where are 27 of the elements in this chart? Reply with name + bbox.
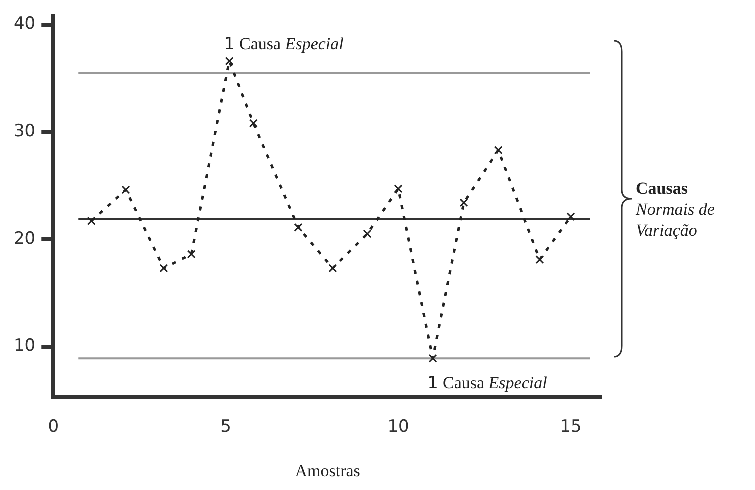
point bbox=[363, 230, 372, 238]
x-tick-label: 0 bbox=[48, 416, 60, 437]
point bbox=[566, 212, 576, 222]
x-tick-label: 15 bbox=[560, 416, 582, 437]
point bbox=[122, 186, 130, 194]
point bbox=[494, 146, 503, 155]
x-tick-label: 10 bbox=[388, 416, 410, 437]
x-axis-title: Amostras bbox=[295, 461, 360, 480]
point bbox=[187, 250, 196, 259]
text: Causas Normais de Variação bbox=[636, 178, 716, 240]
y-tick-label: 20 bbox=[14, 228, 36, 249]
x-tick-label: 5 bbox=[220, 416, 232, 437]
point bbox=[160, 264, 168, 273]
y-tick-label: 10 bbox=[14, 336, 36, 356]
point bbox=[328, 264, 338, 273]
point bbox=[394, 184, 403, 194]
y-tick-label: 30 bbox=[14, 122, 36, 142]
point bbox=[249, 119, 258, 128]
y-tick-label: 40 bbox=[14, 14, 36, 34]
annotation: 1 Causa Especial bbox=[428, 374, 548, 394]
point bbox=[87, 216, 96, 226]
point bbox=[428, 354, 438, 363]
point bbox=[460, 198, 468, 208]
point bbox=[294, 223, 303, 232]
annotation: 1 Causa Especial bbox=[224, 34, 344, 54]
point bbox=[536, 256, 544, 264]
point bbox=[225, 56, 234, 66]
